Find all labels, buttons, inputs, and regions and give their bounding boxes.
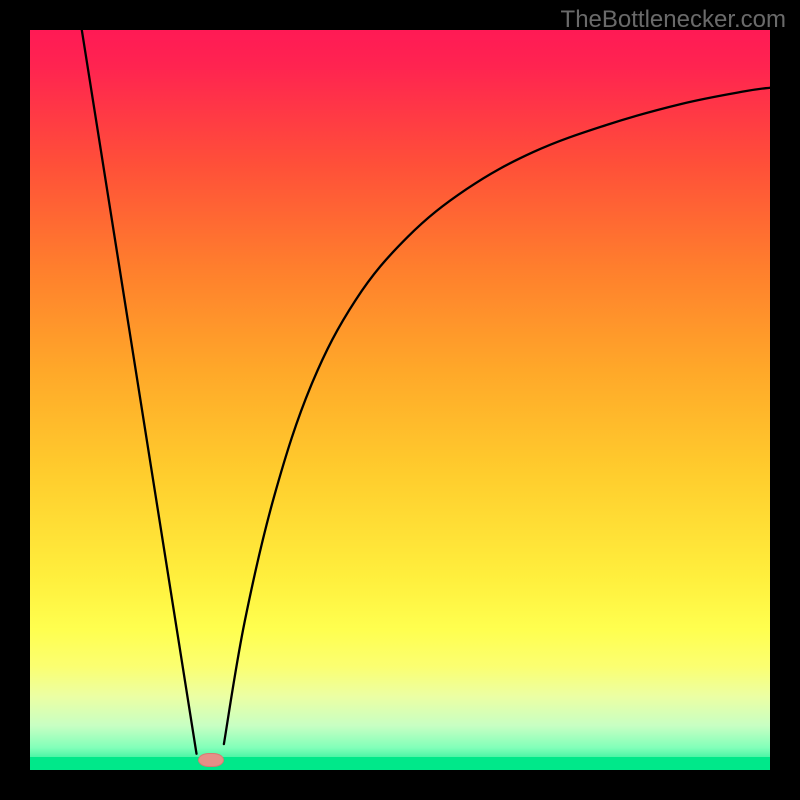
plot-area [30,30,770,770]
chart-container: TheBottlenecker.com [0,0,800,800]
optimal-zone-band [30,757,770,770]
optimal-point-marker [198,753,224,767]
heat-gradient [30,30,770,770]
